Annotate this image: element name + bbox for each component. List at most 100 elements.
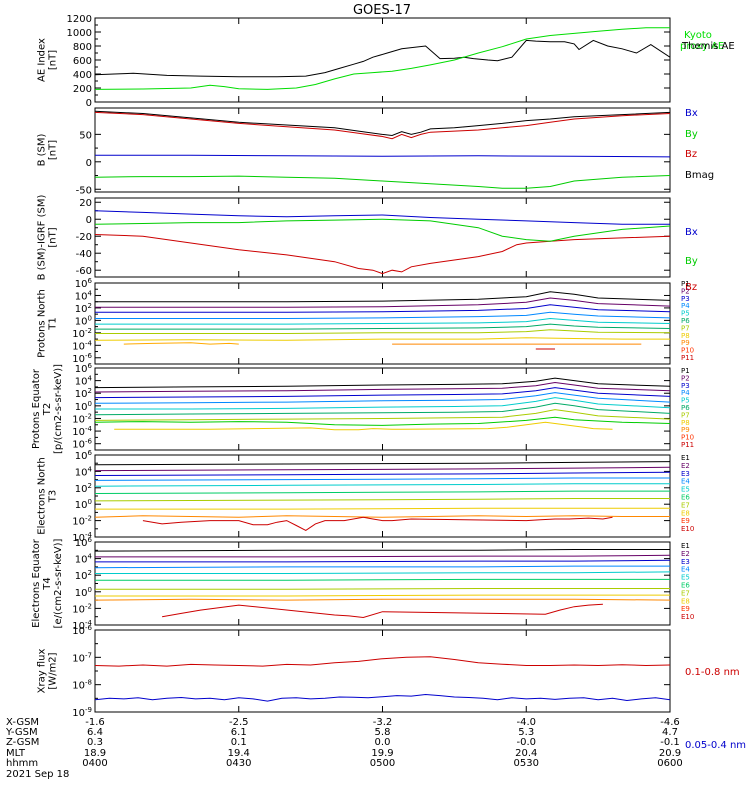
y-tick-label: 10-2: [72, 602, 92, 615]
legend-label: E8: [681, 509, 690, 517]
x-row-value: 0400: [82, 758, 107, 769]
y-tick-label: -50: [76, 185, 92, 196]
legend-label: Themis AE: [681, 41, 735, 52]
y-axis-label: AE Index[nT]: [37, 38, 59, 82]
series-line-e2: [95, 466, 670, 472]
series-line-e9: [95, 598, 670, 601]
y-tick-label: 106: [75, 536, 93, 549]
y-tick-label: 10-2: [72, 412, 92, 425]
series-line-e3: [95, 559, 670, 563]
y-tick-label: 10-2: [72, 327, 92, 340]
legend-label: E8: [681, 597, 690, 605]
y-tick-label: 400: [73, 70, 92, 81]
series-line-themis-ae: [95, 39, 670, 78]
legend-label: P5: [681, 310, 690, 318]
series-line-e5: [95, 571, 670, 574]
legend-label: P11: [681, 441, 694, 449]
legend-label: P7: [681, 324, 690, 332]
series-line-by: [95, 175, 670, 189]
x-row-label: Y-GSM: [5, 727, 38, 738]
x-row-label: MLT: [6, 748, 26, 759]
y-tick-label: 102: [75, 569, 92, 582]
x-row-value: 0.3: [87, 737, 103, 748]
x-row-value: 6.1: [231, 727, 247, 738]
legend-label: E7: [681, 589, 690, 597]
legend-label: By: [685, 129, 698, 140]
x-row-value: -4.0: [516, 717, 536, 728]
legend-label: P8: [681, 332, 690, 340]
legend-label: P6: [681, 404, 690, 412]
y-tick-label: 100: [75, 400, 92, 413]
series-line-bx: [95, 210, 670, 225]
series-line-p4: [95, 311, 670, 319]
legend-label: P2: [681, 287, 690, 295]
y-axis-label: Xray flux[W/m2]: [37, 649, 59, 694]
legend-label: P8: [681, 419, 690, 427]
legend-label: E2: [681, 462, 690, 470]
legend-label: P3: [681, 295, 690, 303]
series-line-bz: [95, 111, 670, 140]
legend-label: Bz: [685, 149, 697, 160]
series-line-p9: [123, 342, 239, 345]
series-line-bz: [95, 234, 670, 275]
x-row-value: 5.3: [518, 727, 534, 738]
y-axis-label: Protons NorthT1: [37, 289, 59, 358]
series-line-e10: [162, 603, 603, 619]
legend-label: P3: [681, 382, 690, 390]
panel-frame: [94, 454, 671, 538]
x-row-value: -1.6: [85, 717, 105, 728]
y-tick-label: 102: [75, 482, 92, 495]
panel-frame: [94, 541, 671, 626]
y-tick-label: 10-7: [72, 651, 92, 664]
series-line-e9: [95, 515, 670, 518]
legend-label: E6: [681, 494, 690, 502]
y-tick-label: 102: [75, 302, 92, 315]
legend-label: E4: [681, 566, 690, 574]
y-tick-label: 106: [75, 277, 93, 290]
legend-label: P4: [681, 389, 690, 397]
series-line-p1: [95, 377, 670, 389]
y-tick-label: 0: [86, 158, 92, 169]
legend-label: proxy AE: [680, 41, 724, 52]
x-row-value: -0.0: [516, 737, 536, 748]
legend-label: E6: [681, 582, 690, 590]
y-tick-label: 106: [75, 362, 93, 375]
series-line-kyoto-proxy-ae: [95, 27, 670, 90]
y-tick-label: 50: [79, 130, 92, 141]
legend-label: P7: [681, 411, 690, 419]
series-line-e8: [95, 594, 670, 597]
series-line-p8: [95, 416, 670, 426]
series-line-p4: [95, 392, 670, 404]
legend-label: P6: [681, 317, 690, 325]
legend-label: Bx: [685, 227, 698, 238]
series-line-p1: [95, 291, 670, 303]
legend-label: Bx: [685, 108, 698, 119]
series-line-e7: [95, 498, 670, 502]
y-tick-label: 10-8: [72, 679, 92, 692]
y-tick-label: 1000: [67, 28, 92, 39]
series-line-p6: [95, 402, 670, 416]
y-tick-label: 200: [73, 84, 92, 95]
series-line-bx: [95, 154, 670, 158]
series-line-p7: [95, 409, 670, 421]
x-row-value: 19.9: [371, 748, 393, 759]
series-line-0-05-0-4-nm: [95, 693, 670, 702]
legend-label: E2: [681, 550, 690, 558]
x-row-value: 0.1: [231, 737, 247, 748]
legend-label: P11: [681, 354, 694, 362]
y-tick-label: 104: [75, 289, 93, 302]
x-row-value: 4.7: [662, 727, 678, 738]
y-tick-label: 1200: [67, 14, 92, 25]
series-line-p3: [95, 387, 670, 399]
legend-label: E9: [681, 605, 690, 613]
legend-label: P10: [681, 434, 694, 442]
y-tick-label: 100: [75, 498, 92, 511]
y-tick-label: 0: [86, 215, 92, 226]
panel-frame: [94, 197, 671, 278]
x-row-label: Z-GSM: [6, 737, 39, 748]
x-row-value: 0500: [370, 758, 395, 769]
